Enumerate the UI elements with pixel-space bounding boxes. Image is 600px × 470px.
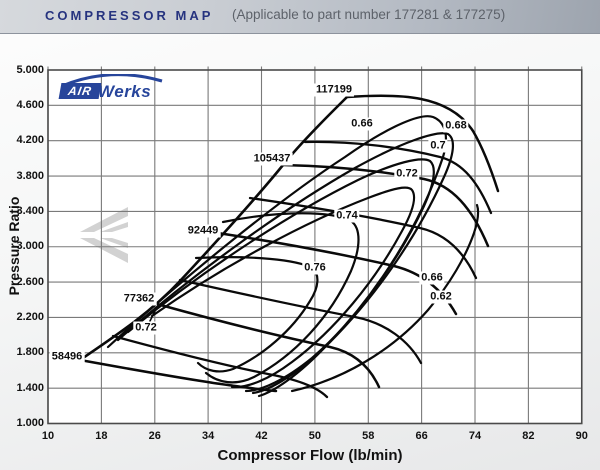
y-tick-1800: 1.800 <box>16 346 44 359</box>
efficiency-label-066-right: 0.66 <box>419 271 445 285</box>
y-tick-1000: 1.000 <box>16 417 44 429</box>
efficiency-label-076: 0.76 <box>302 261 328 275</box>
part-number-subtitle: (Applicable to part number 177281 & 1772… <box>232 7 506 22</box>
x-tick-34: 34 <box>201 430 215 442</box>
y-tick-3800: 3.800 <box>16 169 44 182</box>
header-band: COMPRESSOR MAP (Applicable to part numbe… <box>0 0 600 34</box>
efficiency-label-072-left: 0.72 <box>133 321 159 335</box>
x-tick-82: 82 <box>522 430 535 442</box>
x-tick-58: 58 <box>362 430 375 442</box>
x-tick-26: 26 <box>148 430 161 442</box>
page-title: COMPRESSOR MAP <box>45 8 214 23</box>
efficiency-label-062: 0.62 <box>428 290 454 304</box>
efficiency-label-072-right: 0.72 <box>394 167 420 181</box>
airwerks-logo: AIR Werks <box>58 74 188 106</box>
x-tick-18: 18 <box>95 430 108 442</box>
x-tick-74: 74 <box>468 430 482 442</box>
y-tick-5000: 5.000 <box>16 63 44 76</box>
y-tick-4600: 4.600 <box>16 98 44 111</box>
speed-label-58496: 58496 <box>49 350 85 364</box>
y-tick-3000: 3.000 <box>16 240 44 253</box>
speed-label-105437: 105437 <box>251 152 293 166</box>
efficiency-label-070: 0.7 <box>428 139 448 153</box>
speed-label-92449: 92449 <box>185 224 221 238</box>
speed-label-77362: 77362 <box>121 292 157 306</box>
y-tick-2600: 2.600 <box>16 275 44 288</box>
borgwarner-logo-watermark-icon <box>72 205 130 270</box>
efficiency-label-074: 0.74 <box>334 209 360 223</box>
airwerks-logo-werks: Werks <box>98 82 152 101</box>
x-tick-50: 50 <box>308 430 322 442</box>
y-tick-3400: 3.400 <box>16 204 44 217</box>
x-tick-10: 10 <box>41 430 55 442</box>
airwerks-logo-air: AIR <box>58 83 102 99</box>
efficiency-label-068: 0.68 <box>443 119 469 133</box>
x-tick-42: 42 <box>255 430 268 442</box>
x-tick-66: 66 <box>415 430 428 442</box>
y-tick-1400: 1.400 <box>16 381 44 394</box>
x-axis-title: Compressor Flow (lb/min) <box>217 447 403 464</box>
y-tick-4200: 4.200 <box>16 134 44 147</box>
y-axis-title: Pressure Ratio <box>6 196 22 296</box>
y-tick-2200: 2.200 <box>16 310 44 323</box>
x-tick-90: 90 <box>575 430 588 442</box>
efficiency-label-066-top: 0.66 <box>349 117 375 131</box>
speed-label-117199: 117199 <box>313 83 355 97</box>
